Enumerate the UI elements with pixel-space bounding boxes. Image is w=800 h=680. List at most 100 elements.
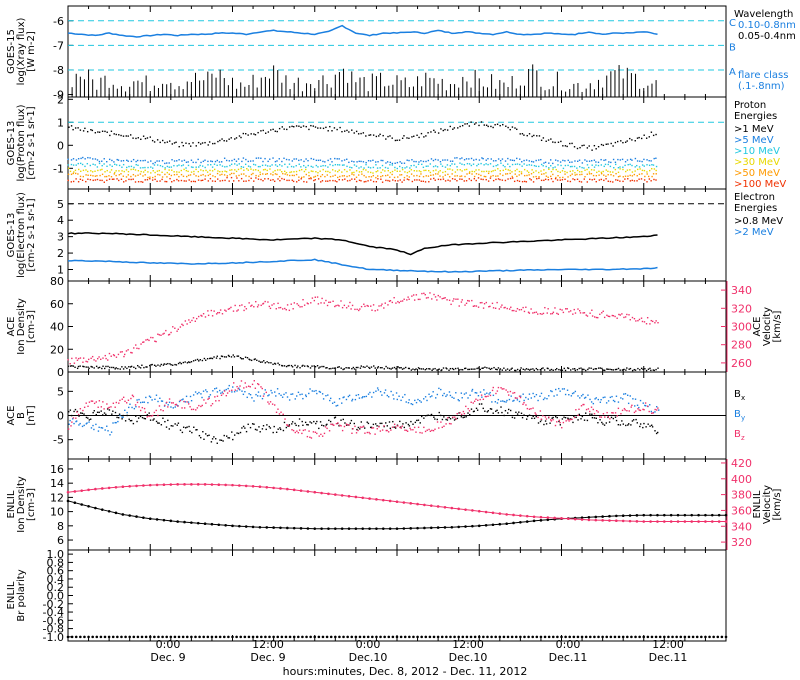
data-point: [501, 369, 504, 371]
panel-frame-proton: [67, 96, 727, 190]
y-tick-label: 14: [50, 477, 64, 490]
data-point: [184, 361, 186, 363]
data-point: [626, 159, 629, 161]
data-point: [129, 403, 131, 405]
data-point: [511, 126, 514, 128]
data-point: [351, 129, 353, 131]
data-point: [132, 635, 136, 639]
data-point: [622, 176, 624, 178]
data-point: [77, 365, 80, 368]
data-point: [283, 365, 286, 367]
data-point: [631, 316, 634, 319]
data-point: [628, 410, 630, 412]
data-point: [602, 170, 604, 173]
data-point: [391, 367, 394, 369]
data-point: [532, 392, 534, 395]
data-point: [423, 417, 425, 419]
data-point: [150, 160, 152, 162]
data-point: [379, 635, 382, 639]
y-axis-label-right: ACE: [752, 317, 763, 337]
data-point: [264, 173, 267, 175]
data-point: [119, 399, 121, 402]
data-point: [261, 361, 263, 363]
data-point: [395, 635, 399, 639]
data-point: [389, 135, 391, 137]
data-point: [101, 367, 103, 370]
data-point: [511, 163, 514, 166]
data-point: [445, 395, 447, 398]
data-point: [137, 164, 139, 167]
data-point: [166, 171, 169, 174]
data-point: [187, 361, 190, 363]
data-point: [448, 422, 451, 425]
data-point: [298, 429, 301, 431]
data-point: [379, 367, 382, 369]
data-point: [620, 413, 622, 415]
data-point: [437, 178, 440, 181]
data-point: [341, 131, 343, 133]
data-point: [470, 179, 473, 182]
data-point: [410, 164, 412, 167]
data-point: [457, 367, 459, 369]
data-point: [497, 164, 499, 166]
data-point: [550, 390, 552, 392]
data-point: [253, 423, 255, 425]
data-point: [594, 398, 596, 400]
data-point: [589, 178, 591, 181]
data-point: [442, 367, 445, 369]
data-point: [86, 170, 89, 173]
data-point: [345, 424, 348, 426]
data-point: [598, 170, 600, 173]
data-point: [146, 338, 149, 341]
data-point: [337, 176, 339, 179]
data-point: [633, 411, 636, 414]
data-point: [424, 430, 427, 433]
data-point: [220, 394, 223, 397]
data-point: [213, 310, 215, 312]
data-point: [104, 354, 106, 357]
data-point: [599, 401, 602, 403]
data-point: [111, 165, 113, 168]
data-point: [343, 304, 346, 307]
data-point: [247, 385, 250, 387]
data-point: [358, 171, 361, 173]
data-point: [323, 365, 325, 368]
data-point: [394, 180, 397, 182]
data-point: [185, 167, 187, 169]
data-point: [389, 171, 392, 174]
data-point: [503, 414, 505, 417]
data-point: [487, 172, 490, 175]
series-proton-4: [67, 172, 657, 179]
data-point: [593, 169, 595, 171]
data-point: [100, 358, 102, 361]
data-point: [215, 400, 217, 402]
data-point: [429, 396, 432, 398]
data-point: [453, 298, 455, 300]
data-point: [639, 399, 642, 402]
data-point: [460, 175, 463, 177]
data-point: [580, 405, 583, 407]
data-point: [518, 395, 521, 397]
data-point: [400, 174, 403, 176]
data-point: [132, 137, 134, 139]
data-point: [555, 388, 557, 391]
data-point: [410, 403, 412, 405]
data-point: [304, 394, 307, 396]
data-point: [554, 424, 557, 427]
y-tick-label-right: 320: [731, 302, 752, 315]
data-point: [272, 179, 274, 181]
data-point: [453, 635, 456, 639]
data-point: [622, 180, 624, 183]
data-point: [439, 170, 441, 172]
data-point: [184, 401, 187, 403]
y-axis-label-right: [km/s]: [772, 310, 783, 342]
data-point: [431, 298, 433, 300]
date-label-4: Dec.10: [449, 651, 488, 664]
data-point: [214, 388, 216, 390]
data-point: [269, 165, 271, 167]
data-point: [120, 134, 122, 137]
data-point: [160, 400, 163, 402]
data-point: [147, 166, 149, 169]
data-point: [526, 174, 528, 177]
